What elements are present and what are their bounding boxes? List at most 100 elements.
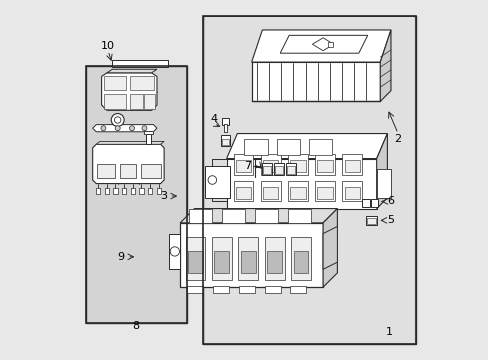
Bar (148, 188, 152, 194)
Bar (212, 237, 231, 280)
Bar (224, 124, 227, 132)
Bar (286, 166, 294, 174)
Bar (328, 42, 332, 47)
Bar (235, 160, 251, 172)
Bar (213, 286, 229, 293)
Bar (244, 139, 267, 155)
Bar (263, 160, 278, 172)
Bar (104, 76, 125, 90)
Bar (130, 188, 135, 194)
Bar (366, 218, 375, 224)
Circle shape (207, 176, 216, 184)
Bar (370, 199, 377, 207)
Bar (344, 187, 359, 199)
Text: 2: 2 (394, 134, 401, 144)
Bar (187, 286, 203, 293)
Bar (104, 188, 109, 194)
Bar (222, 208, 244, 223)
Bar (344, 160, 359, 172)
Bar (290, 160, 305, 172)
Circle shape (170, 247, 179, 256)
Polygon shape (93, 125, 157, 132)
Bar (238, 237, 258, 280)
Bar (233, 181, 253, 202)
Text: 4: 4 (210, 114, 217, 124)
Text: 10: 10 (101, 41, 115, 51)
Bar (85, 66, 187, 323)
Bar (365, 216, 376, 225)
Polygon shape (180, 223, 323, 287)
Bar (287, 208, 310, 223)
Bar (214, 251, 229, 273)
Bar (188, 251, 203, 273)
Polygon shape (226, 158, 376, 208)
Bar (112, 60, 167, 67)
Polygon shape (93, 144, 164, 184)
Text: 8: 8 (132, 321, 140, 331)
Bar (189, 208, 212, 223)
Bar (185, 237, 205, 280)
Bar (222, 118, 229, 125)
Bar (291, 237, 310, 280)
Circle shape (142, 126, 147, 131)
Bar (144, 131, 153, 134)
Bar (156, 188, 161, 194)
Polygon shape (323, 226, 337, 269)
Bar (317, 187, 332, 199)
Bar (362, 199, 369, 207)
Bar (261, 154, 280, 175)
Polygon shape (212, 158, 226, 202)
Bar (241, 251, 255, 273)
Bar (262, 166, 270, 174)
Bar (293, 251, 308, 273)
Polygon shape (180, 208, 337, 223)
Bar (276, 139, 299, 155)
Bar (264, 237, 284, 280)
Bar (290, 187, 305, 199)
Bar (205, 18, 413, 342)
Polygon shape (251, 62, 380, 102)
Bar (222, 139, 228, 145)
Bar (290, 286, 305, 293)
Circle shape (111, 113, 124, 126)
Bar (97, 164, 115, 178)
Bar (273, 163, 283, 175)
Bar (315, 181, 334, 202)
Polygon shape (323, 208, 337, 287)
Bar (104, 94, 125, 109)
Polygon shape (96, 141, 164, 144)
Bar (139, 188, 143, 194)
Bar (267, 251, 282, 273)
Bar (285, 163, 295, 175)
Polygon shape (380, 30, 390, 102)
Text: 1: 1 (385, 327, 392, 337)
Bar (141, 164, 160, 178)
Bar (264, 286, 280, 293)
Bar (287, 181, 307, 202)
Bar (287, 154, 307, 175)
Bar (130, 94, 142, 109)
Bar (235, 187, 251, 199)
Bar (113, 188, 117, 194)
Bar (261, 181, 280, 202)
Polygon shape (280, 35, 367, 53)
Text: 3: 3 (160, 191, 167, 201)
Bar (203, 16, 415, 344)
Bar (238, 286, 254, 293)
Bar (146, 134, 151, 144)
Bar (254, 208, 278, 223)
Polygon shape (107, 69, 157, 73)
Bar (120, 164, 136, 178)
Bar (263, 187, 278, 199)
Text: 6: 6 (386, 197, 394, 206)
Bar (233, 154, 253, 175)
Bar (342, 154, 361, 175)
Bar (274, 166, 282, 174)
Bar (308, 139, 331, 155)
Text: 5: 5 (386, 215, 394, 225)
Bar (96, 188, 100, 194)
Bar (221, 135, 229, 146)
Polygon shape (312, 38, 333, 51)
Bar (130, 76, 154, 90)
Bar (317, 160, 332, 172)
